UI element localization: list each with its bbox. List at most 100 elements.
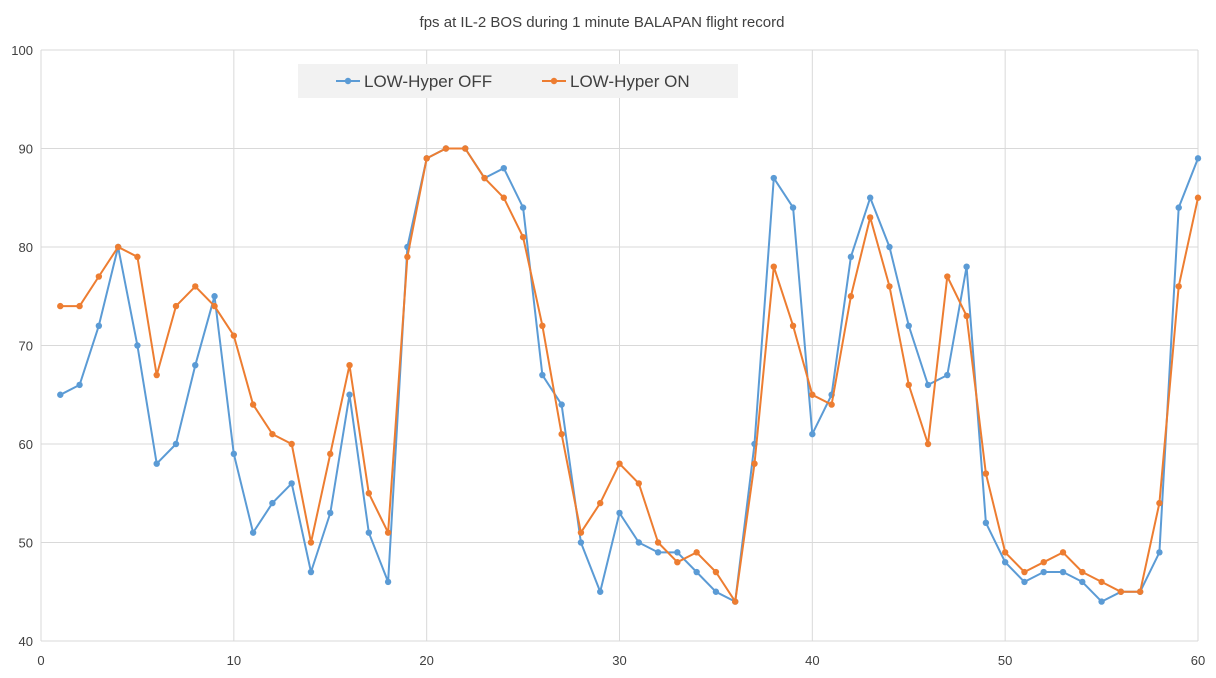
series-line bbox=[59, 147, 1199, 603]
data-point bbox=[1175, 204, 1182, 211]
data-point bbox=[963, 263, 970, 270]
legend-item: LOW-Hyper OFF bbox=[336, 72, 492, 91]
data-point bbox=[712, 568, 720, 576]
data-point bbox=[1021, 578, 1028, 586]
legend-marker bbox=[550, 77, 558, 85]
data-point bbox=[770, 263, 777, 270]
data-point bbox=[1194, 194, 1202, 201]
data-point bbox=[674, 559, 681, 566]
x-tick-label: 20 bbox=[419, 653, 433, 668]
data-point bbox=[114, 243, 122, 251]
legend-background bbox=[298, 64, 738, 98]
data-point bbox=[76, 302, 83, 310]
data-point bbox=[616, 509, 623, 517]
data-point bbox=[1001, 549, 1009, 556]
series-hyper-on bbox=[57, 145, 1202, 605]
data-point bbox=[635, 539, 642, 546]
data-point bbox=[905, 381, 912, 389]
data-point bbox=[1040, 559, 1047, 566]
data-point bbox=[384, 529, 392, 536]
data-point bbox=[1079, 578, 1086, 586]
data-point bbox=[770, 174, 777, 182]
data-point bbox=[269, 499, 276, 507]
data-point bbox=[57, 302, 64, 310]
data-point bbox=[211, 293, 218, 300]
y-tick-label: 70 bbox=[19, 339, 33, 354]
legend: LOW-Hyper OFF LOW-Hyper ON bbox=[298, 64, 738, 98]
legend-label: LOW-Hyper OFF bbox=[364, 72, 492, 91]
data-point bbox=[886, 243, 893, 251]
legend-label: LOW-Hyper ON bbox=[570, 72, 690, 91]
data-point bbox=[982, 519, 990, 526]
data-point bbox=[500, 165, 507, 172]
y-tick-label: 100 bbox=[11, 43, 33, 58]
data-point bbox=[269, 430, 276, 438]
x-tick-label: 0 bbox=[37, 653, 44, 668]
data-point bbox=[500, 194, 507, 201]
data-point bbox=[866, 214, 874, 221]
data-point bbox=[442, 145, 450, 152]
x-tick-label: 50 bbox=[998, 653, 1012, 668]
data-point bbox=[1040, 568, 1047, 576]
data-point bbox=[635, 480, 642, 487]
data-point bbox=[76, 381, 83, 389]
data-point bbox=[95, 322, 103, 329]
data-point bbox=[211, 302, 218, 310]
data-point bbox=[616, 460, 623, 467]
data-point bbox=[944, 371, 951, 379]
data-point bbox=[809, 430, 816, 438]
data-point bbox=[1098, 598, 1105, 605]
legend-item: LOW-Hyper ON bbox=[542, 72, 690, 91]
data-point bbox=[654, 549, 662, 556]
data-point bbox=[307, 539, 315, 546]
y-tick-label: 90 bbox=[19, 142, 33, 157]
data-point bbox=[230, 332, 238, 339]
data-point bbox=[1079, 568, 1086, 576]
data-point bbox=[327, 509, 334, 517]
data-point bbox=[249, 401, 257, 408]
data-point bbox=[365, 490, 373, 497]
data-point bbox=[886, 283, 893, 290]
data-point bbox=[654, 539, 662, 546]
legend-marker bbox=[344, 77, 352, 85]
x-tick-label: 40 bbox=[805, 653, 819, 668]
data-point bbox=[751, 460, 758, 467]
y-tick-label: 60 bbox=[19, 437, 33, 452]
data-point bbox=[577, 529, 585, 536]
y-tick-label: 50 bbox=[19, 536, 33, 551]
data-point bbox=[365, 529, 373, 536]
data-point bbox=[1021, 568, 1028, 576]
series-line bbox=[60, 147, 1199, 603]
data-point bbox=[1136, 588, 1144, 595]
data-point bbox=[539, 371, 546, 379]
data-point bbox=[346, 362, 353, 369]
gridlines bbox=[40, 49, 1199, 642]
data-point bbox=[944, 273, 951, 280]
data-point bbox=[57, 391, 64, 398]
data-point bbox=[1194, 155, 1202, 162]
series-lines bbox=[57, 145, 1202, 605]
data-point bbox=[1117, 588, 1125, 595]
data-point bbox=[577, 539, 585, 546]
data-point bbox=[558, 430, 565, 438]
data-point bbox=[558, 401, 565, 408]
data-point bbox=[809, 391, 816, 398]
data-point bbox=[327, 450, 334, 458]
data-point bbox=[423, 155, 430, 162]
data-point bbox=[288, 440, 295, 448]
data-point bbox=[539, 322, 546, 329]
data-point bbox=[847, 253, 855, 261]
data-point bbox=[828, 401, 835, 408]
y-tick-label: 80 bbox=[19, 240, 33, 255]
data-point bbox=[384, 578, 392, 586]
data-point bbox=[288, 480, 295, 487]
x-tick-label: 60 bbox=[1191, 653, 1205, 668]
data-point bbox=[481, 174, 488, 182]
data-point bbox=[924, 440, 932, 448]
data-point bbox=[905, 322, 912, 329]
data-point bbox=[153, 460, 160, 467]
data-point bbox=[404, 253, 411, 261]
data-point bbox=[674, 549, 681, 556]
